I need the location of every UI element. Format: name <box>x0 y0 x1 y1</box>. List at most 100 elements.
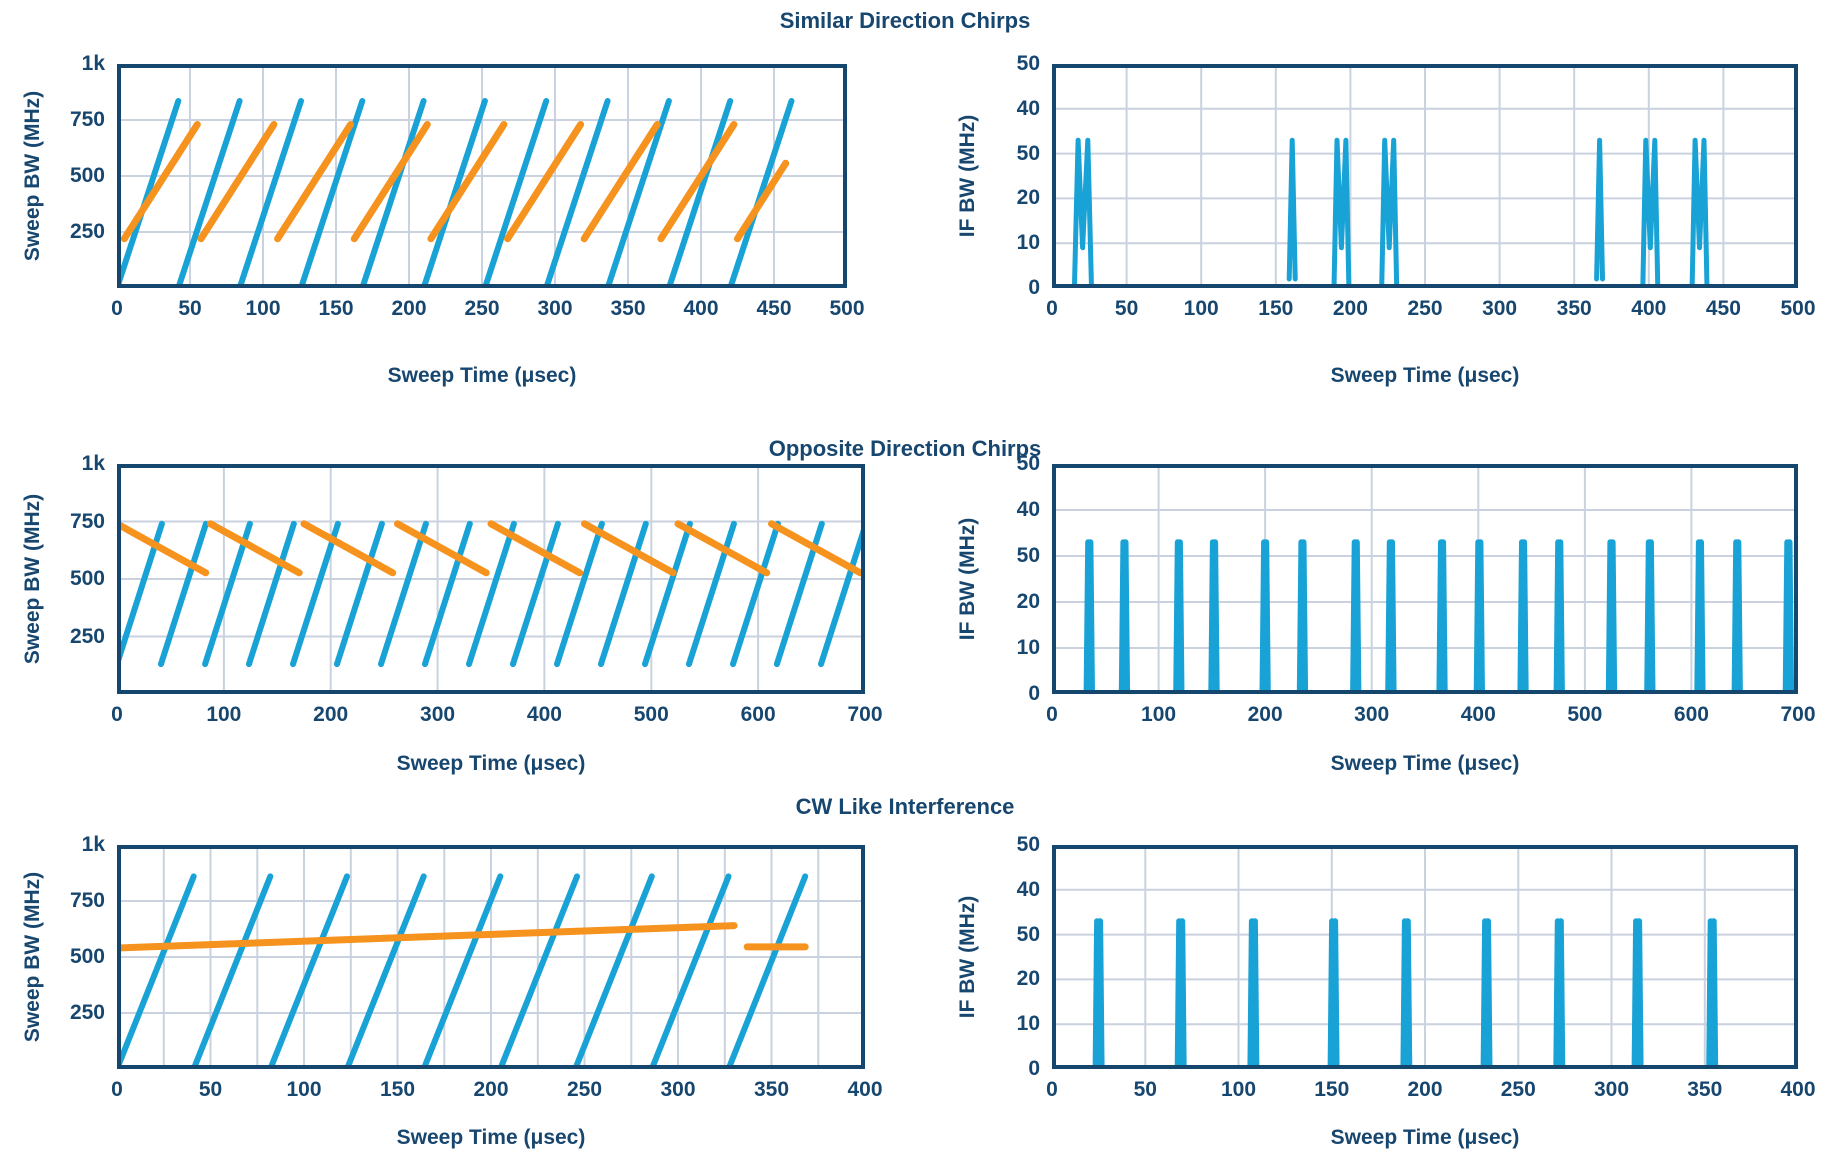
x-tick-label: 100 <box>1220 1078 1257 1101</box>
x-tick-label: 0 <box>111 1078 123 1101</box>
x-tick-label: 50 <box>1114 297 1139 320</box>
y-tick-label: 20 <box>1016 186 1040 210</box>
x-tick-label: 500 <box>1567 703 1603 726</box>
x-tick-label: 100 <box>286 1078 322 1101</box>
x-tick-label: 600 <box>740 703 776 726</box>
x-tick-label: 200 <box>473 1078 509 1101</box>
x-tick-label: 150 <box>1314 1078 1350 1101</box>
x-axis-label: Sweep Time (μsec) <box>1330 1126 1520 1149</box>
sweep-chart-similar: 0 50 100 150 200 250 300 350 400 450 500 1k 750 500 25… <box>70 52 865 320</box>
x-tick-label: 50 <box>1133 1078 1157 1101</box>
x-tick-label: 300 <box>537 297 573 320</box>
x-tick-label: 0 <box>1046 703 1058 726</box>
y-tick-label: 10 <box>1016 1012 1040 1036</box>
plot-canvas <box>117 464 865 694</box>
x-tick-label: 300 <box>1593 1078 1630 1101</box>
y-axis-label: Sweep BW (MHz) <box>21 90 44 262</box>
x-tick-label: 50 <box>178 297 202 320</box>
y-tick-label: 1k <box>81 452 105 475</box>
y-tick-label: 750 <box>69 509 105 533</box>
plot-canvas <box>1052 845 1798 1069</box>
y-tick-label: 750 <box>69 889 105 912</box>
row-title-cw: CW Like Interference <box>795 794 1015 819</box>
y-tick-label: 40 <box>1016 877 1040 901</box>
y-tick-label: 500 <box>69 567 105 590</box>
y-tick-label: 50 <box>1016 52 1040 75</box>
y-tick-label: 50 <box>1016 141 1040 165</box>
plot-canvas <box>117 64 847 288</box>
plot-canvas <box>1052 64 1798 288</box>
x-tick-label: 300 <box>660 1078 696 1101</box>
x-tick-label: 400 <box>526 703 562 726</box>
x-tick-label: 100 <box>245 297 281 320</box>
x-axis-label: Sweep Time (μsec) <box>1330 752 1520 775</box>
x-tick-label: 250 <box>1500 1078 1536 1101</box>
x-tick-label: 400 <box>1631 297 1667 320</box>
x-tick-label: 0 <box>1046 1078 1058 1101</box>
y-tick-label: 500 <box>69 164 105 187</box>
x-tick-label: 200 <box>1332 297 1368 320</box>
x-tick-label: 250 <box>464 297 500 320</box>
sweep-chart-cw: 0 50 100 150 200 250 300 350 400 1k 750 500 250 <box>70 833 883 1101</box>
x-tick-label: 400 <box>683 297 719 320</box>
ifbw-chart-opposite: 0 100 200 300 400 500 600 700 50 40 50 20 10 0 <box>1017 452 1816 726</box>
y-tick-label: 1k <box>81 52 105 75</box>
x-tick-label: 500 <box>1780 297 1816 320</box>
x-tick-label: 450 <box>756 297 792 320</box>
x-tick-label: 400 <box>1460 703 1496 726</box>
x-tick-label: 300 <box>420 703 456 726</box>
ifbw-chart-cw: 0 50 100 150 200 250 300 350 400 50 40 50 20 10 0 <box>1017 833 1816 1101</box>
row-title-similar: Similar Direction Chirps <box>779 8 1031 33</box>
x-tick-label: 200 <box>391 297 427 320</box>
y-axis-label: IF BW (MHz) <box>956 517 979 641</box>
x-tick-label: 150 <box>318 297 354 320</box>
y-tick-label: 0 <box>1028 1057 1040 1080</box>
x-tick-label: 150 <box>1258 297 1294 320</box>
y-tick-label: 250 <box>69 1001 105 1024</box>
x-tick-label: 700 <box>1780 703 1816 726</box>
y-axis-label: Sweep BW (MHz) <box>21 493 44 665</box>
x-axis-label: Sweep Time (μsec) <box>396 752 586 775</box>
x-tick-label: 350 <box>753 1078 790 1101</box>
y-axis-label: IF BW (MHz) <box>956 895 979 1019</box>
x-axis-label: Sweep Time (μsec) <box>1330 364 1520 387</box>
x-tick-label: 100 <box>1183 297 1219 320</box>
row-title-opposite: Opposite Direction Chirps <box>768 436 1042 461</box>
y-tick-label: 40 <box>1016 96 1040 120</box>
y-tick-label: 20 <box>1016 590 1040 613</box>
x-tick-label: 200 <box>313 703 349 726</box>
x-tick-label: 500 <box>633 703 669 726</box>
ifbw-chart-similar: 0 50 100 150 200 250 300 350 400 450 500 50 40 50 20 10… <box>1017 52 1816 320</box>
y-tick-label: 50 <box>1016 922 1040 946</box>
x-tick-label: 400 <box>1780 1078 1816 1101</box>
y-tick-label: 750 <box>69 108 105 131</box>
x-tick-label: 500 <box>829 297 865 320</box>
sweep-chart-opposite: 0 100 200 300 400 500 600 700 1k 750 500 250 <box>70 452 883 726</box>
x-tick-label: 250 <box>566 1078 603 1101</box>
x-tick-label: 200 <box>1407 1078 1443 1101</box>
x-tick-label: 300 <box>1482 297 1518 320</box>
y-axis-label: Sweep BW (MHz) <box>21 871 44 1043</box>
y-tick-label: 1k <box>81 833 105 856</box>
y-tick-label: 50 <box>1016 833 1040 856</box>
x-tick-label: 0 <box>111 703 123 726</box>
x-tick-label: 50 <box>198 1078 223 1101</box>
y-tick-label: 250 <box>69 220 105 243</box>
x-tick-label: 100 <box>1141 703 1177 726</box>
x-tick-label: 100 <box>206 703 242 726</box>
x-tick-label: 350 <box>1687 1078 1723 1101</box>
x-tick-label: 300 <box>1354 703 1390 726</box>
plot-canvas <box>117 845 865 1069</box>
y-tick-label: 10 <box>1016 636 1040 659</box>
x-tick-label: 0 <box>1046 297 1058 320</box>
y-tick-label: 50 <box>1016 544 1040 567</box>
x-tick-label: 450 <box>1705 297 1741 320</box>
y-tick-label: 500 <box>69 945 105 968</box>
y-tick-label: 0 <box>1028 276 1040 299</box>
x-tick-label: 400 <box>847 1078 883 1101</box>
x-tick-label: 600 <box>1673 703 1709 726</box>
y-tick-label: 50 <box>1016 452 1040 475</box>
x-axis-label: Sweep Time (μsec) <box>396 1126 586 1149</box>
x-axis-label: Sweep Time (μsec) <box>387 364 577 387</box>
